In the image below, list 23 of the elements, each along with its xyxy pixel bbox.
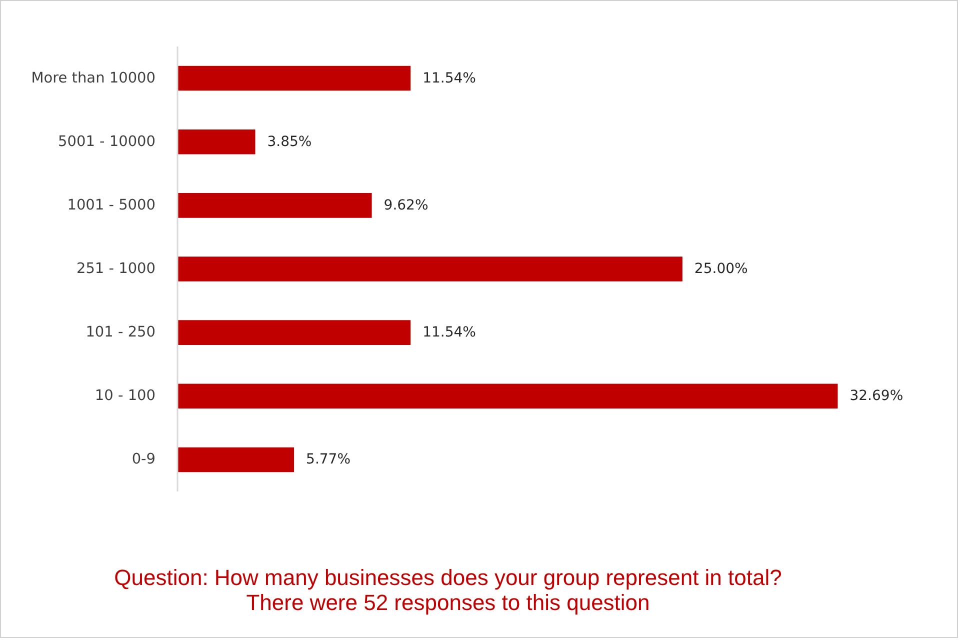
y-tick-label: More than 10000 xyxy=(31,70,156,86)
text: There were 52 responses to this question xyxy=(246,590,650,615)
y-tick-label: 10 - 100 xyxy=(94,388,156,404)
y-tick-label: 251 - 1000 xyxy=(76,261,156,277)
bar xyxy=(178,447,294,472)
data-label: 3.85% xyxy=(267,134,312,150)
bar xyxy=(178,320,411,345)
bar xyxy=(178,256,682,282)
data-label: 5.77% xyxy=(306,452,351,468)
bar xyxy=(178,384,838,409)
y-tick-label: 1001 - 5000 xyxy=(67,197,156,214)
data-label: 32.69% xyxy=(850,388,904,404)
y-tick-label: 101 - 250 xyxy=(86,324,156,341)
y-tick-label: 5001 - 10000 xyxy=(58,134,156,150)
bar xyxy=(178,193,372,218)
data-label: 9.62% xyxy=(384,197,428,214)
y-tick-label: 0-9 xyxy=(132,452,156,468)
bar xyxy=(178,129,256,154)
text: Question: How many businesses does your group represent in total? xyxy=(114,565,782,590)
bar xyxy=(178,66,411,91)
data-label: 25.00% xyxy=(694,261,748,277)
data-label: 11.54% xyxy=(422,324,476,341)
data-label: 11.54% xyxy=(422,70,476,86)
